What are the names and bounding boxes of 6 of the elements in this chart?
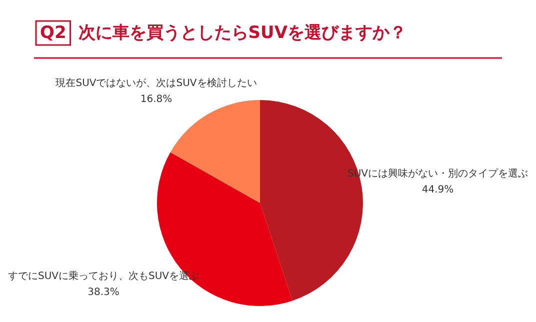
title: Q2 次に車を買うとしたらSUVを選びますか？: [40, 23, 406, 43]
data-label: 44.9%: [422, 184, 454, 196]
data-label: 38.3%: [88, 286, 120, 298]
data-label: 16.8%: [140, 94, 172, 105]
slice-label: すでにSUVに乗っており、次もSUVを選ぶ: [8, 270, 200, 282]
slice-label: 現在SUVではないが、次はSUVを検討したい: [56, 76, 257, 89]
